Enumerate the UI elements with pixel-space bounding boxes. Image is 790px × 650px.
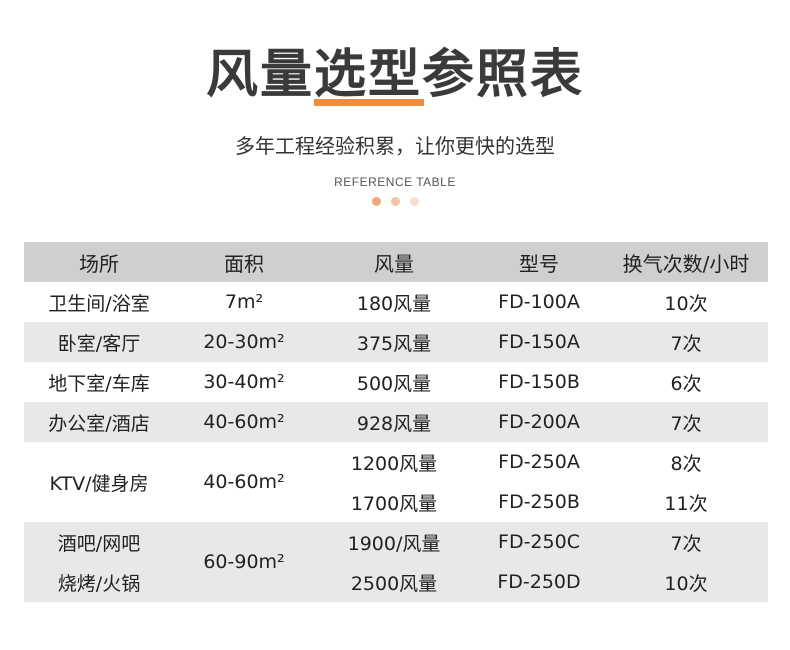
cell-area: 30-40m² [203,371,285,393]
cell-place: 卧室/客厅 [24,322,174,362]
page-title: 风量选型参照表 [206,40,584,110]
cell-changes: 10次 [604,562,768,602]
cell-changes: 7次 [604,402,768,442]
header-air-changes: 换气次数/小时 [604,242,768,282]
cell-model: FD-150B [498,371,580,393]
table-header-row: 场所 面积 风量 型号 换气次数/小时 [24,242,768,282]
title-part2-highlighted: 选型 [313,40,425,110]
cell-model: FD-250C [474,522,604,562]
cell-model: FD-250B [498,491,580,513]
cell-airflow: 500风量 [356,372,432,395]
title-part3: 参照表 [422,45,585,105]
cell-model: FD-250D [474,562,604,602]
table-row: 酒吧/网吧 60-90m² 1900/风量 FD-250C 7次 [24,522,768,602]
cell-changes: 7次 [604,322,768,362]
title-part1: 风量 [205,45,314,105]
table-row: 地下室/车库 30-40m² 500风量 FD-150B 6次 [24,362,768,402]
table-row: KTV/健身房 40-60m² 1200风量 FD-250A 8次 [24,442,768,495]
cell-model: FD-100A [498,291,580,313]
cell-changes: 6次 [670,372,702,395]
cell-airflow: 1700风量 [350,492,438,515]
table-row: 1700风量 FD-250B 11次 [24,482,768,522]
title-wrap: 风量选型参照表 [0,40,790,110]
header-airflow: 风量 [314,242,474,282]
table-row: 烧烤/火锅 2500风量 FD-250D 10次 [24,562,768,602]
cell-changes: 7次 [604,522,768,562]
cell-place: KTV/健身房 [49,472,149,495]
table-row: 卫生间/浴室 7m² 180风量 FD-100A 10次 [24,282,768,322]
cell-airflow: 375风量 [314,322,474,362]
cell-area: 40-60m² [174,402,314,442]
cell-model: FD-250A [498,451,580,473]
cell-airflow: 2500风量 [314,562,474,602]
dot-2 [390,197,400,206]
cell-place: 地下室/车库 [48,372,150,395]
cell-changes: 10次 [664,292,708,315]
cell-changes: 8次 [670,452,702,475]
header-area: 面积 [174,242,314,282]
cell-model: FD-150A [474,322,604,362]
cell-changes: 11次 [664,492,708,515]
cell-area: 40-60m² [203,471,285,493]
cell-airflow: 928风量 [314,402,474,442]
subtitle: 多年工程经验积累，让你更快的选型 [235,134,555,158]
cell-place: 办公室/酒店 [24,402,174,442]
cell-airflow: 1200风量 [350,452,438,475]
cell-area: 20-30m² [174,322,314,362]
table-row: 卧室/客厅 20-30m² 375风量 FD-150A 7次 [24,322,768,362]
dot-1 [371,197,381,206]
cell-area: 7m² [224,291,264,313]
cell-airflow: 1900/风量 [314,522,474,562]
cell-model: FD-200A [474,402,604,442]
dot-3 [409,197,419,206]
cell-place: 卫生间/浴室 [48,292,150,315]
cell-place: 烧烤/火锅 [24,562,174,602]
reference-label: REFERENCE TABLE [334,175,456,189]
header-place: 场所 [24,242,174,282]
decorative-dots [0,197,790,206]
table-row: 办公室/酒店 40-60m² 928风量 FD-200A 7次 [24,402,768,442]
cell-airflow: 180风量 [356,292,432,315]
header-model: 型号 [474,242,604,282]
selection-table: 场所 面积 风量 型号 换气次数/小时 卫生间/浴室 7m² 180风量 FD-… [24,242,768,602]
cell-place: 酒吧/网吧 [24,522,174,562]
cell-area: 60-90m² [174,522,314,602]
